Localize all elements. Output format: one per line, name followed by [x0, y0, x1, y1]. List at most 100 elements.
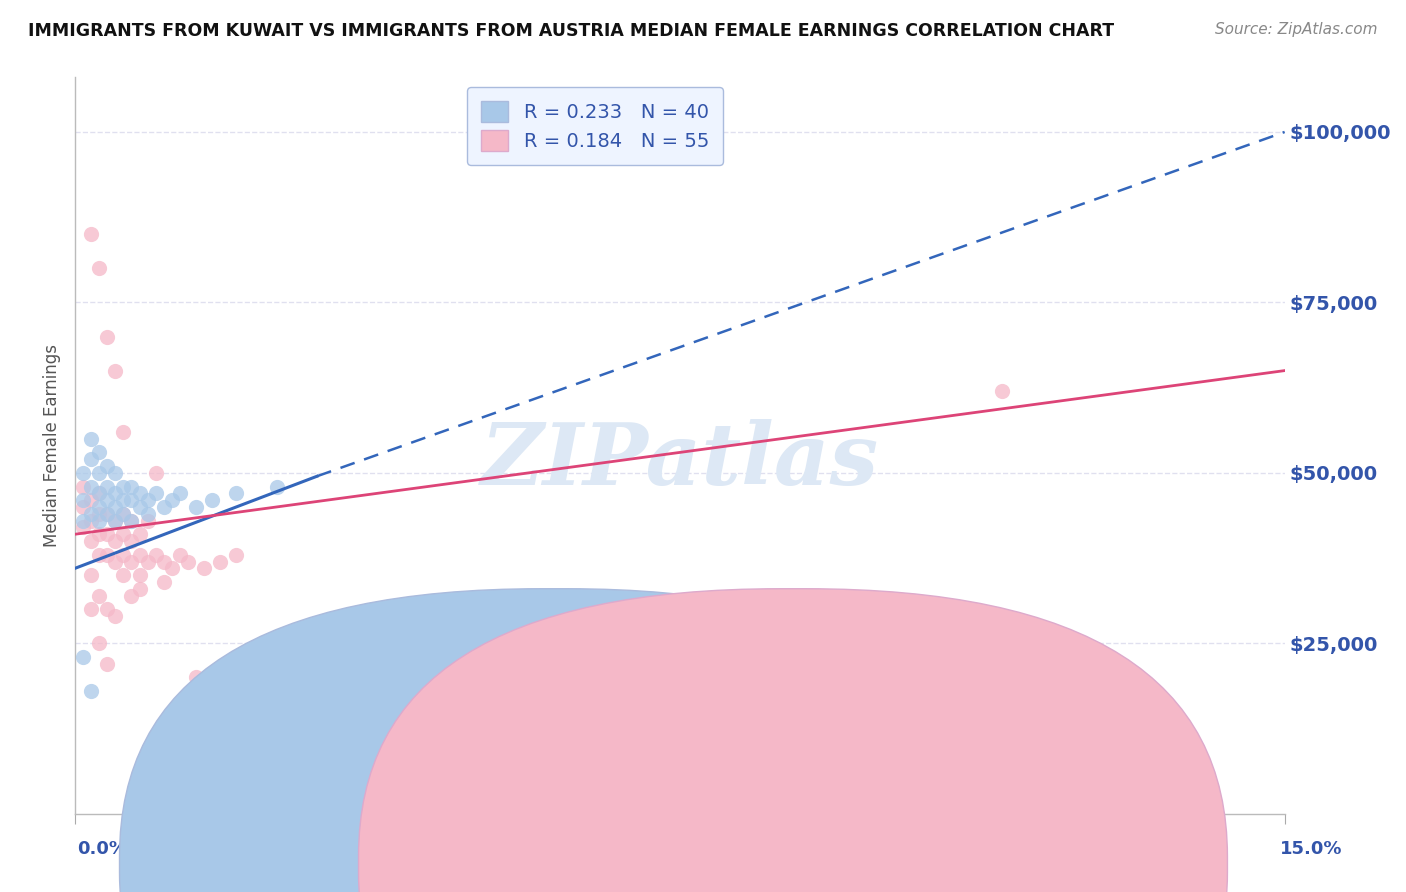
Point: [89, 466, 111, 480]
Point: [80, 514, 103, 528]
Point: [72, 493, 94, 508]
Point: [80, 602, 103, 616]
Point: [89, 548, 111, 562]
Text: 15.0%: 15.0%: [1281, 840, 1343, 858]
Point: [112, 527, 135, 541]
Point: [169, 548, 191, 562]
Point: [184, 670, 207, 684]
Point: [104, 486, 127, 500]
Point: [152, 554, 174, 568]
Point: [128, 500, 150, 514]
Point: [89, 486, 111, 500]
Point: [89, 514, 111, 528]
Point: [72, 514, 94, 528]
Point: [991, 384, 1014, 398]
Point: [89, 486, 111, 500]
Point: [89, 527, 111, 541]
Point: [112, 507, 135, 521]
Point: [96, 458, 118, 473]
Point: [72, 500, 94, 514]
Point: [169, 486, 191, 500]
Point: [145, 466, 167, 480]
Point: [72, 649, 94, 664]
Point: [128, 568, 150, 582]
Point: [112, 548, 135, 562]
Y-axis label: Median Female Earnings: Median Female Earnings: [44, 344, 60, 547]
Point: [120, 493, 142, 508]
Text: 0.0%: 0.0%: [77, 840, 128, 858]
Point: [120, 554, 142, 568]
Point: [136, 554, 159, 568]
Point: [89, 507, 111, 521]
Point: [80, 684, 103, 698]
Point: [160, 493, 183, 508]
Point: [80, 534, 103, 549]
Point: [128, 548, 150, 562]
Point: [120, 514, 142, 528]
Text: Source: ZipAtlas.com: Source: ZipAtlas.com: [1215, 22, 1378, 37]
Point: [96, 493, 118, 508]
Point: [89, 500, 111, 514]
Point: [80, 493, 103, 508]
Point: [120, 534, 142, 549]
Point: [96, 507, 118, 521]
Point: [96, 527, 118, 541]
Point: [136, 507, 159, 521]
Text: Immigrants from Austria: Immigrants from Austria: [813, 855, 1017, 873]
Point: [96, 479, 118, 493]
Point: [96, 507, 118, 521]
Point: [201, 493, 224, 508]
Text: ZIPatlas: ZIPatlas: [481, 418, 879, 502]
Point: [89, 261, 111, 276]
Point: [136, 514, 159, 528]
Point: [89, 445, 111, 459]
Text: IMMIGRANTS FROM KUWAIT VS IMMIGRANTS FROM AUSTRIA MEDIAN FEMALE EARNINGS CORRELA: IMMIGRANTS FROM KUWAIT VS IMMIGRANTS FRO…: [28, 22, 1114, 40]
Point: [112, 493, 135, 508]
Legend: R = 0.233   N = 40, R = 0.184   N = 55: R = 0.233 N = 40, R = 0.184 N = 55: [467, 87, 723, 164]
Point: [145, 548, 167, 562]
Point: [72, 479, 94, 493]
Point: [266, 479, 288, 493]
Point: [177, 554, 200, 568]
Point: [112, 425, 135, 439]
Point: [104, 534, 127, 549]
Point: [193, 561, 215, 575]
Point: [80, 507, 103, 521]
Point: [80, 479, 103, 493]
Point: [112, 507, 135, 521]
Point: [89, 636, 111, 650]
Point: [128, 486, 150, 500]
Text: Immigrants from Kuwait: Immigrants from Kuwait: [574, 855, 773, 873]
Point: [120, 479, 142, 493]
Point: [104, 554, 127, 568]
Point: [104, 500, 127, 514]
Point: [80, 227, 103, 242]
Point: [152, 574, 174, 589]
Point: [104, 466, 127, 480]
Point: [96, 329, 118, 343]
Point: [790, 705, 813, 719]
Point: [80, 568, 103, 582]
Point: [225, 548, 247, 562]
Point: [96, 548, 118, 562]
Point: [89, 589, 111, 603]
Point: [72, 466, 94, 480]
Point: [112, 568, 135, 582]
Point: [104, 514, 127, 528]
Point: [80, 452, 103, 467]
Point: [112, 479, 135, 493]
Point: [120, 589, 142, 603]
Point: [160, 561, 183, 575]
Point: [80, 432, 103, 446]
Point: [120, 514, 142, 528]
Point: [145, 486, 167, 500]
Point: [152, 500, 174, 514]
Point: [104, 514, 127, 528]
Point: [128, 582, 150, 596]
Point: [128, 527, 150, 541]
Point: [104, 609, 127, 624]
Point: [72, 520, 94, 534]
Point: [184, 500, 207, 514]
Point: [136, 493, 159, 508]
Point: [96, 657, 118, 671]
